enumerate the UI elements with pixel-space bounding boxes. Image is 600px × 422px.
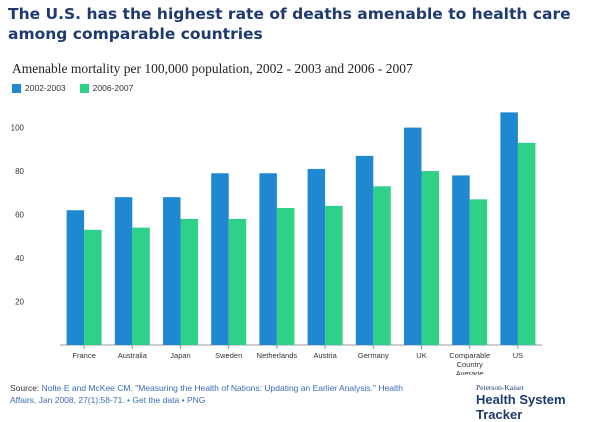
bar: [276, 208, 295, 345]
brand-name-small: Peterson-Kaiser: [476, 383, 524, 392]
x-tick-label: Japan: [170, 351, 190, 360]
y-tick-label: 60: [15, 211, 24, 220]
bar: [259, 173, 277, 345]
bar: [84, 229, 102, 345]
x-tick-label: US: [513, 351, 523, 360]
legend-item-2006-2007[interactable]: 2006-2007: [79, 83, 134, 93]
y-tick-label: 100: [11, 124, 25, 133]
x-tick-label: Austria: [313, 351, 337, 360]
separator: •: [127, 395, 131, 405]
x-tick-label: Australia: [118, 351, 148, 360]
bar: [66, 210, 85, 345]
bar: [355, 155, 374, 345]
x-tick-label: Netherlands: [257, 351, 298, 360]
x-tick-label: Comparable Country Average: [449, 351, 490, 375]
x-tick-label: Sweden: [215, 351, 242, 360]
bar: [452, 175, 470, 345]
chart-subtitle: Amenable mortality per 100,000 populatio…: [12, 61, 413, 76]
bar-chart: 20 40 60 80 100 France Australia Japan Sweden Net…: [11, 112, 542, 375]
bar: [114, 197, 133, 345]
x-tick-label: Germany: [358, 351, 389, 360]
legend-item-2002-2003[interactable]: 2002-2003: [12, 83, 66, 93]
brand-name: Health System Tracker: [476, 392, 566, 422]
legend-swatch: [79, 83, 89, 93]
legend-swatch: [12, 83, 21, 93]
source-note: Source: Nolte E and McKee CM. "Measuring…: [10, 382, 430, 406]
bar: [228, 218, 247, 345]
bar: [307, 168, 326, 345]
y-tick-label: 20: [15, 298, 24, 307]
x-tick-label: UK: [416, 351, 426, 360]
bar: [211, 173, 229, 345]
source-label: Source:: [10, 383, 40, 393]
png-link[interactable]: PNG: [186, 395, 206, 405]
separator: •: [181, 395, 185, 405]
bar: [421, 171, 439, 345]
bar: [180, 218, 198, 345]
bar: [404, 127, 422, 345]
legend-label: 2002-2003: [25, 83, 66, 93]
bar: [325, 205, 343, 345]
bar: [163, 197, 181, 345]
y-tick-label: 40: [15, 254, 24, 263]
bar: [132, 227, 150, 345]
source-citation[interactable]: Nolte E and McKee CM. "Measuring the Hea…: [10, 383, 403, 405]
get-data-link[interactable]: Get the data: [132, 395, 180, 405]
bar: [469, 199, 488, 345]
bar: [500, 112, 518, 346]
brand-logo: Peterson-Kaiser Health System Tracker: [476, 383, 600, 422]
x-tick-label: France: [72, 351, 95, 360]
y-tick-label: 80: [15, 167, 24, 176]
chart-title: The U.S. has the highest rate of deaths …: [8, 5, 571, 43]
legend: 2002-2003 2006-2007: [12, 83, 133, 93]
bar: [517, 142, 536, 345]
bar: [373, 186, 391, 345]
legend-label: 2006-2007: [92, 83, 134, 93]
